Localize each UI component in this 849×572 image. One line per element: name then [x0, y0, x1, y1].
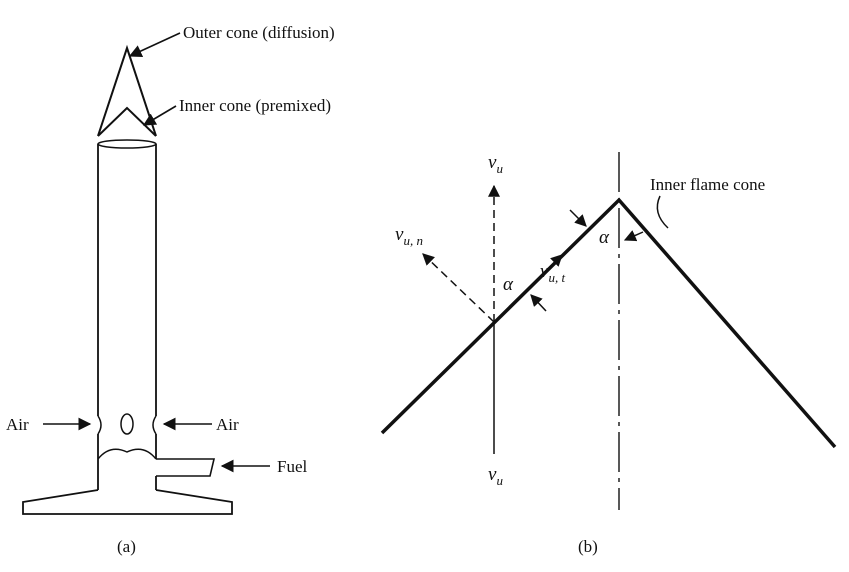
alpha-arrow	[623, 230, 644, 242]
alpha-mid-label: α	[503, 274, 514, 295]
vut-arrow	[493, 254, 563, 323]
fuel-nozzle	[156, 458, 216, 477]
thickness-arrow-bottom	[530, 294, 547, 312]
air-port-right	[152, 415, 157, 435]
air-right-label: Air	[216, 415, 239, 434]
bunsen-burner	[22, 32, 270, 515]
thickness-arrow-top	[569, 209, 587, 227]
inner-flame-cone	[97, 106, 157, 137]
vut-label: vu, t	[540, 261, 565, 285]
flame-cone-diagram	[380, 152, 837, 510]
inner-cone-label: Inner cone (premixed)	[179, 96, 331, 115]
vu-top-label: vu	[488, 152, 503, 176]
outer-cone-label: Outer cone (diffusion)	[183, 23, 335, 42]
inner-flame-cone-profile	[380, 197, 837, 449]
tube-top-opening	[97, 139, 157, 149]
vun-label: vu, n	[395, 224, 423, 248]
alpha-top-label: α	[599, 227, 610, 248]
inner-cone-pointer	[142, 105, 177, 126]
outer-flame-cone	[97, 44, 157, 137]
vu-bottom-label: vu	[488, 464, 503, 488]
air-hole	[120, 413, 134, 435]
air-left-label: Air	[6, 415, 29, 434]
outer-cone-pointer	[128, 32, 181, 58]
fuel-label: Fuel	[277, 457, 308, 476]
vun-arrow	[422, 253, 495, 323]
air-port-left	[97, 415, 102, 435]
inner-flame-cone-pointer	[656, 195, 669, 229]
gas-chamber	[97, 448, 157, 460]
caption-b: (b)	[578, 537, 598, 556]
caption-a: (a)	[117, 537, 136, 556]
burner-base	[22, 489, 233, 515]
inner-flame-cone-label: Inner flame cone	[650, 175, 765, 194]
